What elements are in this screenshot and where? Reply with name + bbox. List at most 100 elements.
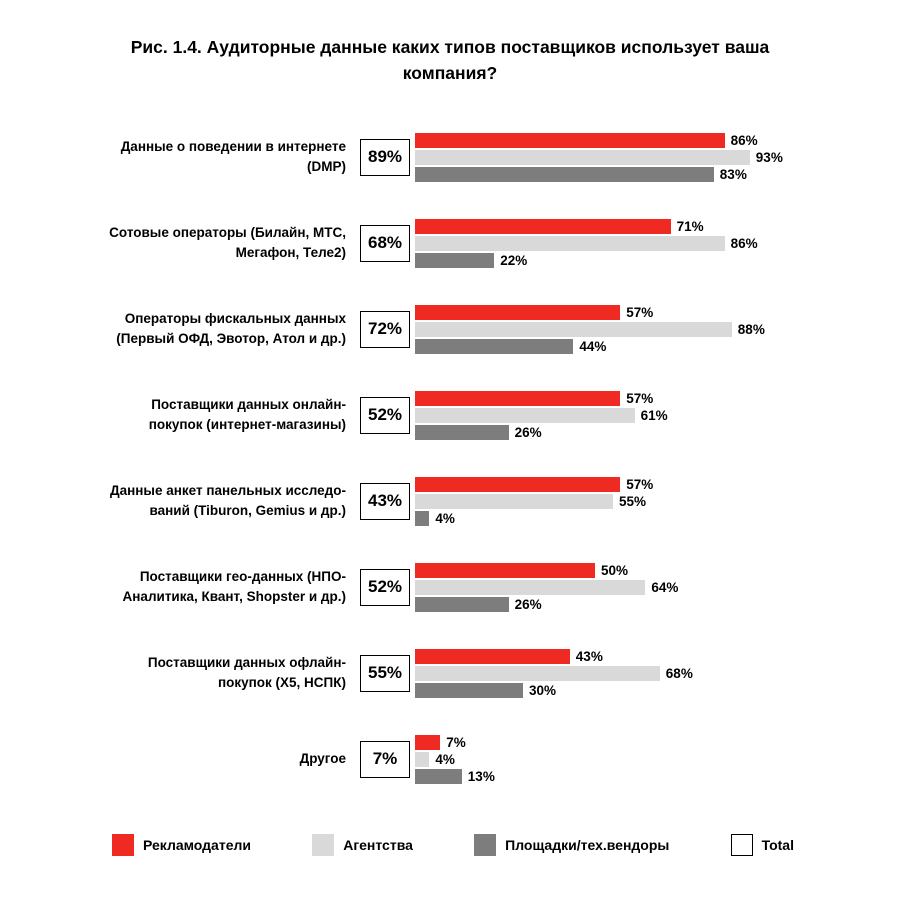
bar-group: 57% 61% 26% — [415, 390, 668, 440]
legend-label: Агентства — [343, 836, 413, 853]
legend-swatch — [312, 833, 335, 856]
bar-row: 71% — [415, 218, 758, 234]
bar-platforms — [415, 510, 430, 526]
bar-value-label: 22% — [500, 252, 528, 268]
bar-value-label: 61% — [640, 407, 668, 423]
bar-row: 93% — [415, 149, 783, 165]
bar-value-label: 4% — [435, 751, 455, 767]
bar-group: 50% 64% 26% — [415, 562, 679, 612]
bar-agencies — [415, 493, 613, 509]
bar-value-label: 13% — [467, 768, 495, 784]
bar-advertisers — [415, 476, 621, 492]
bar-row: 4% — [415, 510, 653, 526]
bar-agencies — [415, 751, 430, 767]
chart-row: Поставщики данных офлайн-покупок (X5, НС… — [106, 648, 900, 698]
bar-row: 64% — [415, 579, 679, 595]
total-value-box: 68% — [360, 224, 410, 262]
bar-row: 43% — [415, 648, 693, 664]
bar-platforms — [415, 252, 495, 268]
bar-value-label: 44% — [579, 338, 607, 354]
total-value-box: 72% — [360, 310, 410, 348]
bar-advertisers — [415, 218, 671, 234]
bar-advertisers — [415, 390, 621, 406]
bar-value-label: 57% — [626, 390, 654, 406]
total-value-box: 89% — [360, 138, 410, 176]
bar-group: 71% 86% 22% — [415, 218, 758, 268]
bar-value-label: 64% — [651, 579, 679, 595]
bar-value-label: 57% — [626, 476, 654, 492]
bar-value-label: 93% — [755, 149, 783, 165]
bar-agencies — [415, 579, 646, 595]
bar-group: 86% 93% 83% — [415, 132, 783, 182]
bar-value-label: 68% — [665, 665, 693, 681]
category-label: Операторы фискальных данных (Первый ОФД, … — [116, 311, 346, 346]
bar-row: 57% — [415, 476, 654, 492]
bar-row: 30% — [415, 682, 693, 698]
bar-row: 61% — [415, 407, 668, 423]
legend-swatch — [474, 833, 497, 856]
bar-agencies — [415, 407, 635, 423]
bar-row: 26% — [415, 596, 678, 612]
bar-advertisers — [415, 648, 570, 664]
category-label: Поставщики гео-данных (НПО- Аналитика, Кв… — [122, 569, 346, 604]
legend-item: Рекламодатели — [112, 833, 251, 856]
bar-agencies — [415, 665, 660, 681]
bar-value-label: 43% — [575, 648, 603, 664]
legend-swatch — [112, 833, 134, 856]
category-label: Поставщики данных онлайн-покупок (интерн… — [148, 397, 346, 432]
bar-value-label: 83% — [719, 166, 747, 182]
bar-row: 7% — [415, 734, 495, 750]
total-value-box: 52% — [360, 396, 410, 434]
bar-row: 26% — [415, 424, 668, 440]
bar-platforms — [415, 596, 509, 612]
category-label: Другое — [299, 751, 346, 766]
chart-row: Поставщики данных онлайн-покупок (интерн… — [106, 390, 900, 440]
bar-platforms — [415, 768, 462, 784]
category-label: Данные анкет панельных исследо-ваний (Ti… — [109, 483, 346, 518]
bar-value-label: 50% — [601, 562, 629, 578]
bar-value-label: 88% — [737, 321, 765, 337]
bar-group: 57% 88% 44% — [415, 304, 765, 354]
bar-row: 86% — [415, 132, 783, 148]
bar-platforms — [415, 682, 523, 698]
bar-platforms — [415, 424, 509, 440]
bar-agencies — [415, 321, 732, 337]
bar-row: 13% — [415, 768, 495, 784]
chart-row: Поставщики гео-данных (НПО- Аналитика, Кв… — [106, 562, 900, 612]
category-label: Поставщики данных офлайн-покупок (X5, НС… — [147, 655, 346, 690]
bar-value-label: 26% — [514, 596, 542, 612]
category-label: Данные о поведении в интернете (DMP) — [120, 139, 346, 174]
bar-row: 22% — [415, 252, 758, 268]
bar-advertisers — [415, 304, 621, 320]
bar-row: 88% — [415, 321, 765, 337]
bar-row: 83% — [415, 166, 783, 182]
chart-row: Операторы фискальных данных (Первый ОФД, … — [106, 304, 900, 354]
chart-legend: Рекламодатели Агентства Площадки/тех.вендо… — [112, 833, 794, 856]
bar-row: 44% — [415, 338, 765, 354]
bar-group: 7% 4% 13% — [415, 734, 495, 784]
bar-row: 4% — [415, 751, 495, 767]
bar-value-label: 57% — [626, 304, 654, 320]
bar-value-label: 4% — [435, 510, 455, 526]
bar-agencies — [415, 149, 750, 165]
legend-item: Total — [730, 833, 794, 856]
chart-row: Сотовые операторы (Билайн, МТС, Мегафон, … — [106, 218, 900, 268]
legend-swatch — [730, 833, 753, 856]
bar-row: 86% — [415, 235, 758, 251]
legend-item: Площадки/тех.вендоры — [474, 833, 669, 856]
bar-platforms — [415, 338, 574, 354]
bar-row: 55% — [415, 493, 653, 509]
bar-row: 57% — [415, 390, 668, 406]
total-value-box: 52% — [360, 568, 410, 606]
bar-value-label: 86% — [730, 132, 758, 148]
bar-group: 43% 68% 30% — [415, 648, 693, 698]
bar-row: 68% — [415, 665, 693, 681]
bar-value-label: 55% — [619, 493, 647, 509]
bar-value-label: 86% — [730, 235, 758, 251]
legend-label: Total — [761, 836, 794, 853]
bar-value-label: 26% — [514, 424, 542, 440]
bar-row: 57% — [415, 304, 765, 320]
chart-title: Рис. 1.4. Аудиторные данные каких типов … — [130, 37, 770, 84]
bar-platforms — [415, 166, 714, 182]
